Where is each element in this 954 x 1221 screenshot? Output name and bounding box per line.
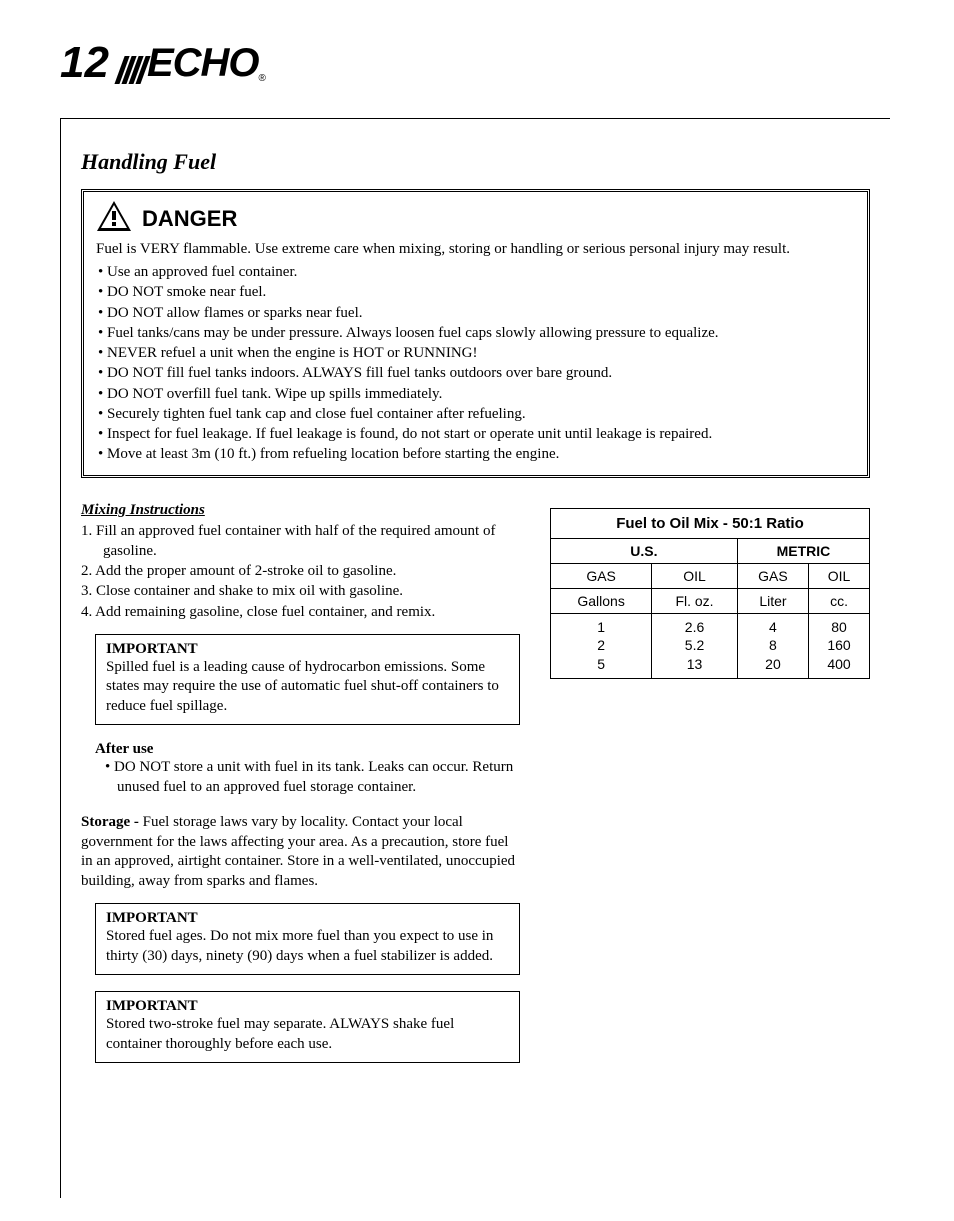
danger-item: Fuel tanks/cans may be under pressure. A… bbox=[98, 323, 855, 343]
after-use-heading: After use bbox=[95, 741, 520, 758]
danger-item: NEVER refuel a unit when the engine is H… bbox=[98, 343, 855, 363]
warning-icon bbox=[96, 200, 132, 237]
important-box-aging: IMPORTANT Stored fuel ages. Do not mix m… bbox=[95, 903, 520, 975]
important-body: Spilled fuel is a leading cause of hydro… bbox=[106, 658, 509, 717]
danger-item: Inspect for fuel leakage. If fuel leakag… bbox=[98, 424, 855, 444]
danger-item: Securely tighten fuel tank cap and close… bbox=[98, 404, 855, 424]
storage-label: Storage - bbox=[81, 814, 143, 830]
table-cell: 2.6 5.2 13 bbox=[652, 613, 738, 679]
section-title: Handling Fuel bbox=[81, 149, 870, 175]
page-header: 12 ECHO® bbox=[60, 38, 265, 88]
brand-logo: ECHO® bbox=[119, 41, 265, 86]
important-body: Stored two-stroke fuel may separate. ALW… bbox=[106, 1015, 509, 1054]
brand-text: ECHO bbox=[147, 41, 259, 85]
table-column-header: OIL bbox=[809, 563, 870, 588]
mixing-step: 1. Fill an approved fuel container with … bbox=[81, 521, 520, 562]
danger-box: DANGER Fuel is VERY flammable. Use extre… bbox=[81, 189, 870, 478]
important-body: Stored fuel ages. Do not mix more fuel t… bbox=[106, 927, 509, 966]
table-unit-header: Gallons bbox=[551, 588, 652, 613]
storage-paragraph: Storage - Fuel storage laws vary by loca… bbox=[81, 813, 520, 891]
table-header-group: U.S. bbox=[551, 538, 738, 563]
danger-item: DO NOT fill fuel tanks indoors. ALWAYS f… bbox=[98, 363, 855, 383]
important-title: IMPORTANT bbox=[106, 998, 509, 1015]
important-title: IMPORTANT bbox=[106, 910, 509, 927]
registered-icon: ® bbox=[259, 73, 265, 84]
table-title: Fuel to Oil Mix - 50:1 Ratio bbox=[551, 508, 870, 538]
after-use-list: DO NOT store a unit with fuel in its tan… bbox=[95, 758, 520, 797]
danger-item: Use an approved fuel container. bbox=[98, 262, 855, 282]
table-column-header: GAS bbox=[737, 563, 808, 588]
mixing-step: 4. Add remaining gasoline, close fuel co… bbox=[81, 602, 520, 622]
table-column-header: OIL bbox=[652, 563, 738, 588]
mixing-steps: 1. Fill an approved fuel container with … bbox=[81, 521, 520, 622]
important-box-spill: IMPORTANT Spilled fuel is a leading caus… bbox=[95, 634, 520, 726]
after-use-item: DO NOT store a unit with fuel in its tan… bbox=[95, 758, 520, 797]
table-cell: 1 2 5 bbox=[551, 613, 652, 679]
table-cell: 4 8 20 bbox=[737, 613, 808, 679]
table-unit-header: Liter bbox=[737, 588, 808, 613]
table-column-header: GAS bbox=[551, 563, 652, 588]
danger-header: DANGER bbox=[96, 200, 855, 237]
danger-item: Move at least 3m (10 ft.) from refueling… bbox=[98, 444, 855, 464]
two-column-layout: Mixing Instructions 1. Fill an approved … bbox=[81, 502, 870, 1080]
table-cell: 80 160 400 bbox=[809, 613, 870, 679]
danger-item: DO NOT overfill fuel tank. Wipe up spill… bbox=[98, 384, 855, 404]
table-unit-header: Fl. oz. bbox=[652, 588, 738, 613]
table-header-group: METRIC bbox=[737, 538, 869, 563]
danger-intro: Fuel is VERY flammable. Use extreme care… bbox=[96, 241, 855, 258]
danger-item: DO NOT smoke near fuel. bbox=[98, 282, 855, 302]
page-number: 12 bbox=[60, 38, 109, 88]
content-frame: Handling Fuel DANGER Fuel is VERY flamma… bbox=[60, 118, 890, 1198]
fuel-ratio-table: Fuel to Oil Mix - 50:1 Ratio U.S. METRIC… bbox=[550, 508, 870, 680]
mixing-step: 3. Close container and shake to mix oil … bbox=[81, 581, 520, 601]
right-column: Fuel to Oil Mix - 50:1 Ratio U.S. METRIC… bbox=[550, 502, 870, 680]
table-unit-header: cc. bbox=[809, 588, 870, 613]
important-title: IMPORTANT bbox=[106, 641, 509, 658]
left-column: Mixing Instructions 1. Fill an approved … bbox=[81, 502, 520, 1080]
mixing-heading: Mixing Instructions bbox=[81, 502, 520, 519]
mixing-step: 2. Add the proper amount of 2-stroke oil… bbox=[81, 561, 520, 581]
important-box-separate: IMPORTANT Stored two-stroke fuel may sep… bbox=[95, 991, 520, 1063]
danger-list: Use an approved fuel container. DO NOT s… bbox=[96, 262, 855, 465]
danger-item: DO NOT allow flames or sparks near fuel. bbox=[98, 303, 855, 323]
storage-body: Fuel storage laws vary by locality. Cont… bbox=[81, 814, 515, 889]
danger-title: DANGER bbox=[142, 206, 237, 232]
